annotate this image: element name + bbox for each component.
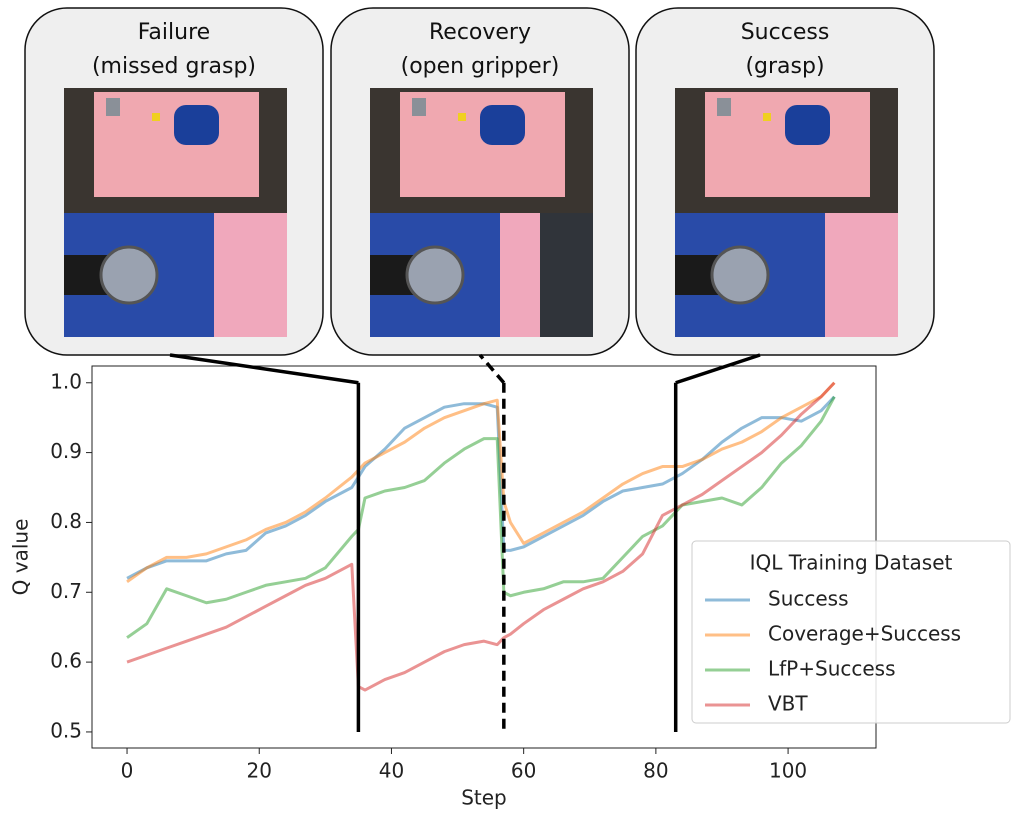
photo-top-table — [94, 92, 259, 197]
y-tick-label: 0.9 — [50, 439, 82, 463]
y-tick-label: 0.7 — [50, 579, 82, 603]
connector — [169, 353, 359, 385]
legend-label: Coverage+Success — [768, 622, 961, 646]
x-tick-label: 60 — [511, 759, 536, 783]
y-tick-label: 1.0 — [50, 369, 82, 393]
photo-top-table — [400, 92, 565, 197]
connector — [478, 353, 506, 384]
photo-bottom-rail — [540, 213, 593, 337]
photo-bottom-gripper — [99, 245, 159, 305]
photo-bottom-gripper — [405, 245, 465, 305]
x-axis-title: Step — [461, 786, 507, 810]
photo-top-cup — [412, 98, 426, 116]
panel-subtitle: (open gripper) — [401, 54, 560, 79]
photo-top-table — [705, 92, 870, 197]
x-tick-label: 20 — [247, 759, 272, 783]
panel-title: Recovery — [429, 20, 531, 45]
series-line — [126, 381, 836, 584]
series-line — [126, 395, 836, 580]
y-axis-title: Q value — [9, 519, 33, 596]
photo-top-block — [763, 113, 771, 121]
panel-subtitle: (grasp) — [745, 54, 824, 79]
photo-top-cup — [106, 98, 120, 116]
panel-subtitle: (missed grasp) — [92, 54, 256, 79]
legend-label: Success — [768, 587, 849, 611]
panel-title: Failure — [138, 20, 210, 45]
photo-bottom-gripper — [710, 245, 770, 305]
connector — [675, 353, 761, 385]
x-tick-label: 100 — [769, 759, 807, 783]
panel-title: Success — [741, 20, 830, 45]
photo-top-cloth — [480, 105, 525, 145]
photo-top-cloth — [785, 105, 830, 145]
y-tick-label: 0.6 — [50, 649, 82, 673]
x-tick-label: 40 — [379, 759, 404, 783]
x-tick-label: 80 — [643, 759, 668, 783]
y-tick-label: 0.8 — [50, 509, 82, 533]
photo-top-cup — [717, 98, 731, 116]
legend-label: VBT — [768, 692, 808, 716]
legend-label: LfP+Success — [768, 657, 896, 681]
legend-title: IQL Training Dataset — [750, 551, 953, 575]
photo-top-block — [458, 113, 466, 121]
photo-top-cloth — [174, 105, 219, 145]
series-line — [126, 396, 836, 639]
x-tick-label: 0 — [121, 759, 134, 783]
legend-box — [691, 540, 1011, 724]
y-tick-label: 0.5 — [50, 718, 82, 742]
series-line — [126, 381, 836, 692]
photo-top-block — [152, 113, 160, 121]
